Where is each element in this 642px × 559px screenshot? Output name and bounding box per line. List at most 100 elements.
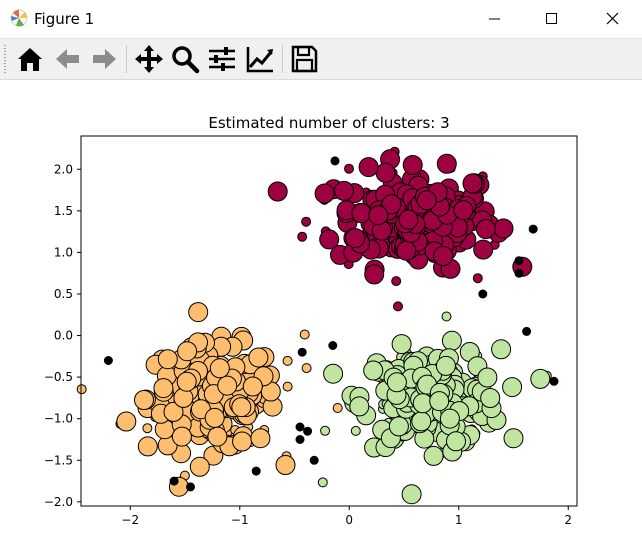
window-title: Figure 1 bbox=[34, 10, 95, 28]
cluster-1-core-point bbox=[396, 240, 417, 261]
cluster-2-core-point bbox=[188, 302, 209, 323]
cluster-1-core-point bbox=[364, 264, 385, 285]
cluster-3-core-point bbox=[323, 363, 344, 384]
cluster-3-core-point bbox=[388, 416, 409, 437]
save-button[interactable] bbox=[288, 43, 320, 75]
noise-point bbox=[514, 256, 524, 266]
cluster-1-core-point bbox=[433, 246, 454, 266]
cluster-2-core-point bbox=[116, 411, 137, 432]
x-tick-label: 1 bbox=[455, 513, 463, 527]
cluster-1-core-point bbox=[398, 209, 419, 230]
cluster-2-core-point bbox=[248, 347, 269, 368]
points-layer bbox=[76, 146, 559, 505]
cluster-2-core-point bbox=[137, 436, 158, 457]
cluster-2-core-point bbox=[163, 401, 184, 422]
cluster-2-core-point bbox=[231, 397, 252, 418]
y-tick-label: 1.0 bbox=[54, 245, 73, 259]
maximize-button[interactable] bbox=[527, 0, 575, 38]
home-button[interactable] bbox=[14, 43, 46, 75]
minimize-button[interactable] bbox=[470, 0, 518, 38]
back-button[interactable] bbox=[52, 43, 84, 75]
forward-button[interactable] bbox=[88, 43, 120, 75]
cluster-2-core-point bbox=[217, 375, 238, 396]
figure-canvas[interactable]: Estimated number of clusters: 3 −2 −1 0 1 2−… bbox=[0, 80, 642, 559]
y-tick-label: −2.0 bbox=[44, 495, 73, 509]
x-tick-label: −1 bbox=[231, 513, 249, 527]
cluster-1-core-point bbox=[381, 194, 402, 215]
toolbar-grip bbox=[4, 45, 6, 73]
y-tick-label: 2.0 bbox=[54, 162, 73, 176]
cluster-2-core-point bbox=[207, 426, 228, 447]
cluster-1-core-point bbox=[358, 157, 379, 178]
back-icon bbox=[56, 49, 79, 69]
noise-point bbox=[522, 326, 532, 336]
pan-button[interactable] bbox=[133, 43, 165, 75]
cluster-3-core-point bbox=[435, 355, 456, 376]
cluster-2-core-point bbox=[209, 358, 230, 379]
cluster-1-core-point bbox=[319, 229, 340, 250]
cluster-2-core-point bbox=[242, 376, 263, 397]
cluster-2-border-point bbox=[301, 363, 312, 374]
scatter-plot: Estimated number of clusters: 3 −2 −1 0 1 2−… bbox=[44, 114, 578, 527]
cluster-2-core-point bbox=[171, 426, 192, 447]
cluster-3-core-point bbox=[477, 367, 498, 388]
y-tick-label: 0.5 bbox=[54, 287, 73, 301]
cluster-3-border-point bbox=[350, 425, 361, 436]
y-tick-label: 0.0 bbox=[54, 329, 73, 343]
cluster-2-core-point bbox=[173, 387, 194, 408]
cluster-1-core-point bbox=[334, 180, 354, 201]
cluster-2-core-point bbox=[134, 390, 154, 410]
cluster-1-core-point bbox=[375, 162, 396, 183]
y-tick-label: 1.5 bbox=[54, 204, 73, 218]
cluster-2-border-point bbox=[142, 423, 153, 434]
cluster-1-border-point bbox=[393, 301, 403, 312]
cluster-1-core-point bbox=[416, 190, 437, 211]
x-tick-label: 2 bbox=[564, 513, 572, 527]
cluster-2-border-point bbox=[76, 384, 87, 395]
cluster-2-core-point bbox=[177, 341, 198, 362]
cluster-3-core-point bbox=[480, 388, 501, 408]
cluster-3-core-point bbox=[386, 372, 407, 393]
cluster-3-border-point bbox=[441, 311, 452, 322]
maximize-icon bbox=[546, 13, 557, 24]
noise-point bbox=[309, 455, 319, 465]
edit-curves-icon bbox=[246, 47, 273, 73]
cluster-1-border-point bbox=[297, 231, 308, 242]
axes-frame bbox=[80, 135, 578, 507]
cluster-2-core-point bbox=[204, 407, 225, 428]
edit-curves-button[interactable] bbox=[244, 43, 276, 75]
noise-point bbox=[295, 435, 305, 444]
toolbar-separator bbox=[282, 45, 283, 73]
cluster-2-core-point bbox=[176, 371, 197, 392]
cluster-1-core-point bbox=[345, 228, 366, 249]
cluster-1-core-point bbox=[368, 205, 389, 226]
cluster-1-core-point bbox=[493, 218, 514, 239]
noise-point bbox=[295, 422, 305, 432]
cluster-2-core-point bbox=[153, 378, 174, 399]
cluster-3-border-point bbox=[320, 425, 331, 436]
pan-icon bbox=[135, 45, 163, 73]
x-tick-label: −2 bbox=[121, 513, 139, 527]
cluster-3-core-point bbox=[349, 396, 370, 417]
cluster-1-core-point bbox=[314, 183, 335, 204]
noise-point bbox=[103, 356, 113, 365]
subplots-button[interactable] bbox=[206, 43, 238, 75]
cluster-1-core-point bbox=[436, 153, 457, 174]
noise-point bbox=[251, 466, 261, 476]
noise-point bbox=[328, 341, 338, 350]
noise-point bbox=[514, 268, 524, 278]
cluster-1-border-point bbox=[301, 216, 312, 227]
cluster-3-border-point bbox=[317, 477, 328, 488]
cluster-3-core-point bbox=[502, 377, 523, 398]
cluster-2-border-point bbox=[332, 403, 343, 413]
cluster-2-core-point bbox=[189, 456, 210, 477]
cluster-3-core-point bbox=[530, 368, 551, 389]
minimize-icon bbox=[489, 18, 500, 20]
cluster-2-core-point bbox=[275, 455, 296, 475]
cluster-2-border-point bbox=[299, 329, 310, 340]
zoom-button[interactable] bbox=[169, 43, 201, 75]
close-button[interactable] bbox=[588, 0, 636, 38]
noise-point bbox=[303, 426, 313, 436]
cluster-2-border-point bbox=[282, 355, 293, 366]
cluster-3-core-point bbox=[439, 408, 460, 429]
